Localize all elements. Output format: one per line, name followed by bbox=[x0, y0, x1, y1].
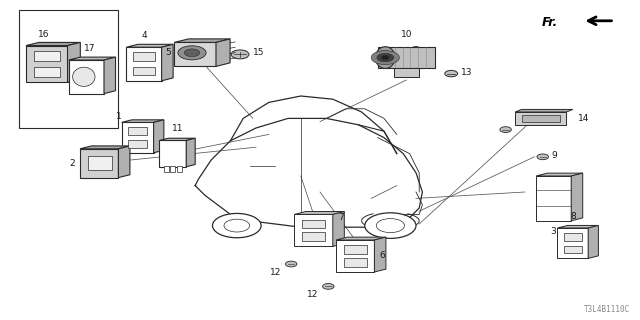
Polygon shape bbox=[159, 138, 195, 140]
Bar bbox=[522, 115, 560, 122]
Polygon shape bbox=[26, 43, 81, 46]
Bar bbox=[564, 246, 582, 253]
Bar bbox=[19, 10, 118, 128]
Bar bbox=[564, 233, 582, 241]
Ellipse shape bbox=[73, 67, 95, 86]
Bar bbox=[80, 149, 118, 178]
Bar bbox=[536, 176, 572, 221]
Text: 8: 8 bbox=[570, 212, 575, 221]
Text: T3L4B1110C: T3L4B1110C bbox=[584, 305, 630, 314]
Bar bbox=[34, 67, 60, 77]
Ellipse shape bbox=[406, 47, 426, 68]
Polygon shape bbox=[154, 120, 164, 153]
Polygon shape bbox=[536, 173, 583, 176]
Polygon shape bbox=[174, 39, 230, 43]
Text: 3: 3 bbox=[551, 227, 556, 236]
Circle shape bbox=[285, 261, 297, 267]
Text: 9: 9 bbox=[552, 151, 557, 160]
Polygon shape bbox=[374, 237, 386, 272]
Text: 7: 7 bbox=[338, 213, 344, 222]
Polygon shape bbox=[216, 39, 230, 67]
Polygon shape bbox=[118, 146, 130, 178]
Polygon shape bbox=[104, 57, 115, 93]
Text: 15: 15 bbox=[253, 48, 264, 57]
Circle shape bbox=[184, 49, 200, 57]
Bar bbox=[344, 245, 367, 254]
Bar bbox=[133, 67, 155, 75]
Bar bbox=[128, 127, 147, 135]
Text: 4: 4 bbox=[141, 31, 147, 40]
Polygon shape bbox=[571, 173, 583, 221]
Text: 1: 1 bbox=[116, 112, 122, 121]
Circle shape bbox=[371, 51, 399, 65]
Polygon shape bbox=[80, 146, 130, 149]
Circle shape bbox=[212, 213, 261, 238]
Text: 17: 17 bbox=[84, 44, 95, 53]
Bar bbox=[159, 140, 186, 167]
Polygon shape bbox=[294, 212, 344, 214]
Bar bbox=[34, 51, 60, 61]
Circle shape bbox=[178, 46, 206, 60]
Text: 14: 14 bbox=[578, 114, 589, 123]
Bar bbox=[336, 240, 374, 272]
Bar bbox=[127, 47, 161, 81]
Bar bbox=[294, 214, 333, 246]
Circle shape bbox=[376, 219, 404, 233]
Text: 12: 12 bbox=[307, 290, 319, 299]
Bar bbox=[344, 258, 367, 267]
Circle shape bbox=[381, 56, 389, 60]
Circle shape bbox=[445, 70, 458, 77]
Polygon shape bbox=[127, 44, 173, 47]
Text: 11: 11 bbox=[172, 124, 184, 133]
Bar bbox=[26, 46, 68, 83]
Polygon shape bbox=[69, 57, 115, 60]
Bar bbox=[174, 43, 216, 67]
Polygon shape bbox=[68, 43, 81, 83]
Bar bbox=[133, 52, 155, 61]
Ellipse shape bbox=[376, 47, 395, 68]
Circle shape bbox=[365, 213, 416, 238]
Circle shape bbox=[323, 284, 334, 289]
Text: 2: 2 bbox=[69, 159, 75, 168]
Polygon shape bbox=[588, 226, 598, 259]
Circle shape bbox=[224, 219, 250, 232]
Bar bbox=[394, 68, 419, 77]
Polygon shape bbox=[122, 120, 164, 123]
Polygon shape bbox=[515, 109, 573, 112]
Polygon shape bbox=[161, 44, 173, 81]
Text: 12: 12 bbox=[270, 268, 282, 277]
Bar bbox=[69, 60, 104, 93]
Bar bbox=[378, 47, 435, 68]
Bar bbox=[164, 166, 169, 172]
Circle shape bbox=[377, 53, 394, 62]
Bar bbox=[302, 232, 325, 241]
Bar bbox=[88, 156, 112, 170]
Bar bbox=[177, 166, 182, 172]
Bar bbox=[302, 220, 325, 228]
Bar bbox=[557, 228, 588, 259]
Bar bbox=[122, 123, 154, 153]
Circle shape bbox=[231, 50, 249, 59]
Text: Fr.: Fr. bbox=[542, 16, 558, 29]
Bar bbox=[515, 112, 566, 125]
Circle shape bbox=[537, 154, 548, 160]
Text: 5: 5 bbox=[165, 48, 171, 57]
Polygon shape bbox=[336, 237, 386, 240]
Text: 13: 13 bbox=[461, 68, 473, 76]
Polygon shape bbox=[186, 138, 195, 167]
Text: 6: 6 bbox=[380, 252, 385, 260]
Polygon shape bbox=[557, 226, 598, 228]
Text: 10: 10 bbox=[401, 30, 412, 39]
Bar bbox=[128, 140, 147, 148]
Polygon shape bbox=[333, 212, 344, 246]
Bar bbox=[170, 166, 175, 172]
Text: 16: 16 bbox=[38, 29, 49, 39]
Circle shape bbox=[500, 127, 511, 132]
